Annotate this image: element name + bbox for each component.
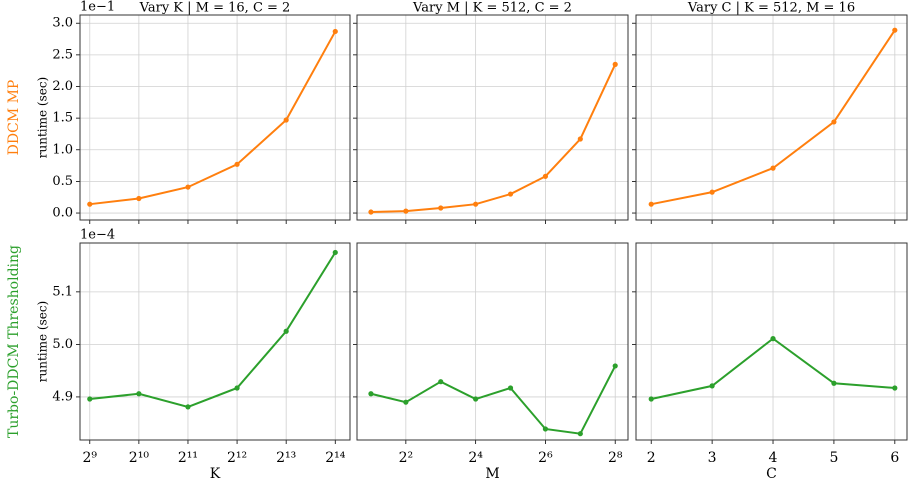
- data-point: [892, 385, 898, 391]
- data-point: [234, 161, 240, 167]
- data-point: [542, 173, 549, 179]
- data-point: [136, 391, 142, 397]
- series-line: [370, 365, 617, 435]
- y-tick-label: 0.5: [52, 174, 73, 189]
- x-tick-label: 2: [647, 450, 656, 466]
- data-point: [438, 205, 444, 211]
- data-point: [577, 136, 583, 142]
- data-point: [283, 117, 289, 123]
- x-tick-label: 2²: [399, 450, 414, 466]
- x-axis-label: C: [766, 466, 777, 482]
- data-point: [612, 363, 618, 369]
- data-point: [368, 209, 374, 215]
- y-tick-label: 4.9: [52, 389, 73, 404]
- panel-title: Vary C | K = 512, M = 16: [687, 1, 855, 16]
- x-tick-label: 2¹⁴: [325, 450, 346, 466]
- y-tick-label: 1.5: [52, 111, 73, 126]
- x-tick-label: 5: [829, 450, 838, 466]
- data-point: [770, 336, 776, 342]
- y-axis-label: runtime (sec): [36, 301, 50, 383]
- axes-frame: [356, 14, 629, 221]
- y-tick-label: 3.0: [52, 16, 73, 31]
- y-tick-label: 1.0: [52, 142, 73, 157]
- data-point: [577, 431, 583, 437]
- x-tick-label: 2¹³: [276, 450, 296, 466]
- data-point: [709, 189, 715, 195]
- data-point: [473, 396, 479, 402]
- data-point: [892, 27, 898, 33]
- data-point: [368, 391, 374, 397]
- x-tick-label: 2⁸: [608, 450, 623, 466]
- x-tick-label: 2¹²: [227, 450, 247, 466]
- data-point: [542, 426, 549, 432]
- series-line: [89, 251, 337, 408]
- series-line: [370, 63, 617, 214]
- data-point: [770, 165, 776, 171]
- data-point: [185, 184, 191, 190]
- x-tick-label: 6: [890, 450, 899, 466]
- row-label: Turbo-DDCM Thresholding: [6, 245, 22, 438]
- axes-frame: [635, 14, 908, 221]
- y-offset-label: 1e−1: [80, 0, 115, 15]
- x-tick-label: 2⁶: [538, 450, 553, 466]
- data-point: [403, 208, 409, 214]
- data-point: [648, 201, 654, 207]
- x-tick-label: 2¹⁰: [129, 450, 150, 466]
- axes-frame: [79, 242, 351, 441]
- data-point: [136, 195, 142, 202]
- y-tick-label: 2.0: [52, 79, 73, 94]
- x-axis-label: K: [210, 466, 221, 482]
- data-point: [87, 396, 93, 402]
- data-point: [709, 383, 715, 389]
- data-point: [831, 119, 837, 125]
- panel-title: Vary M | K = 512, C = 2: [412, 1, 572, 16]
- x-axis-label: M: [485, 466, 499, 482]
- data-point: [612, 61, 618, 67]
- data-point: [332, 249, 338, 256]
- series-line: [89, 30, 337, 206]
- data-point: [648, 396, 654, 402]
- axes-frame: [635, 242, 908, 441]
- data-point: [234, 385, 240, 391]
- y-tick-label: 5.1: [52, 284, 73, 299]
- x-tick-label: 2⁴: [468, 450, 483, 466]
- x-tick-label: 3: [708, 450, 717, 466]
- y-tick-label: 0.0: [52, 206, 73, 221]
- y-tick-label: 5.0: [52, 337, 73, 352]
- data-point: [185, 404, 191, 410]
- data-point: [507, 191, 514, 197]
- x-tick-label: 4: [769, 450, 778, 466]
- data-point: [473, 201, 479, 207]
- panel-title: Vary K | M = 16, C = 2: [139, 1, 291, 16]
- data-point: [507, 385, 514, 391]
- y-tick-label: 2.5: [52, 47, 73, 62]
- data-point: [283, 328, 289, 334]
- x-tick-label: 2¹¹: [178, 450, 198, 466]
- axes-frame: [79, 14, 351, 221]
- y-offset-label: 1e−4: [80, 228, 115, 243]
- axes-frame: [356, 242, 629, 441]
- data-point: [87, 201, 93, 207]
- data-point: [831, 380, 837, 386]
- x-tick-label: 2⁹: [83, 450, 98, 466]
- data-point: [332, 28, 338, 35]
- row-label: DDCM MP: [6, 80, 22, 156]
- data-point: [403, 399, 409, 405]
- data-point: [438, 379, 444, 385]
- y-axis-label: runtime (sec): [36, 77, 50, 159]
